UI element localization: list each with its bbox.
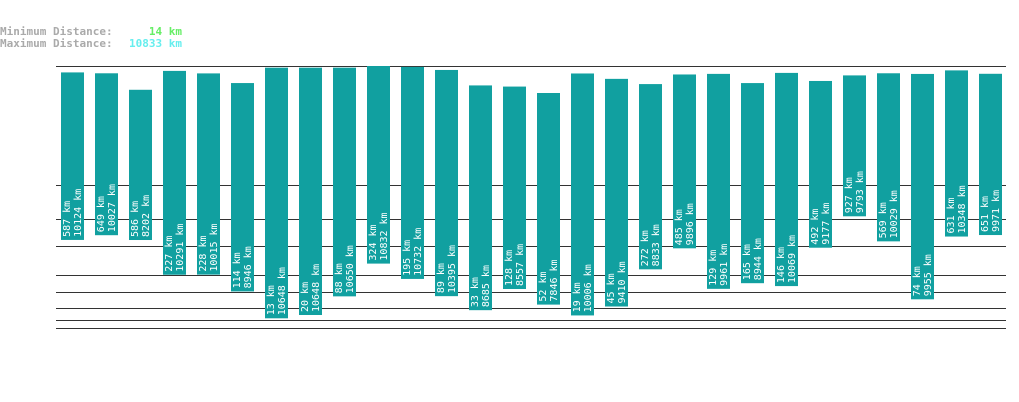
max-label: 10650 km (345, 245, 356, 293)
bar (299, 67, 322, 316)
bar (197, 73, 220, 275)
max-label: 10732 km (413, 228, 424, 276)
bar (61, 72, 84, 240)
bar (673, 74, 696, 249)
bar (639, 84, 662, 270)
min-label: 74 km (912, 266, 923, 296)
min-label: 19 km (572, 282, 583, 312)
max-label: 8944 km (753, 238, 764, 280)
bar (809, 80, 832, 248)
max-label: 9955 km (923, 254, 934, 296)
min-label: 492 km (810, 209, 821, 245)
bar (775, 72, 798, 287)
bar (333, 67, 356, 297)
min-label: 485 km (674, 209, 685, 245)
min-label: 927 km (844, 177, 855, 213)
max-label: 9961 km (719, 244, 730, 286)
max-label: 10648 km (277, 267, 288, 315)
min-label: 324 km (368, 224, 379, 260)
bar (571, 73, 594, 316)
bar (741, 83, 764, 284)
min-label: 587 km (62, 201, 73, 237)
max-label: 10029 km (889, 190, 900, 238)
max-label: 10027 km (107, 184, 118, 232)
bar (367, 66, 390, 264)
max-label: 9177 km (821, 203, 832, 245)
max-label: 9793 km (855, 171, 866, 213)
min-label: 651 km (980, 196, 991, 232)
max-label: 10015 km (209, 223, 220, 271)
max-label: 10069 km (787, 235, 798, 283)
bar (911, 73, 934, 300)
min-label: 146 km (776, 247, 787, 283)
max-label: 8557 km (515, 244, 526, 286)
bar (95, 73, 118, 236)
max-label: 10124 km (73, 189, 84, 237)
min-label: 165 km (742, 244, 753, 280)
bar (469, 85, 492, 311)
min-label: 195 km (402, 240, 413, 276)
bar (129, 89, 152, 241)
bar (979, 73, 1002, 236)
min-caption: Minimum Distance: (0, 25, 113, 38)
min-value: 14 km (149, 25, 182, 38)
min-label: 649 km (96, 196, 107, 232)
bar (605, 78, 628, 307)
max-label: 9896 km (685, 203, 696, 245)
min-label: 88 km (334, 263, 345, 293)
bar (945, 70, 968, 237)
min-label: 228 km (198, 235, 209, 271)
max-label: 8833 km (651, 224, 662, 266)
min-label: 586 km (130, 201, 141, 237)
max-label: 8202 km (141, 195, 152, 237)
bar (265, 67, 288, 319)
bar (843, 75, 866, 217)
max-caption: Maximum Distance: (0, 37, 113, 50)
min-label: 128 km (504, 250, 515, 286)
bar (537, 93, 560, 305)
min-label: 227 km (164, 236, 175, 272)
max-label: 8946 km (243, 246, 254, 288)
min-label: 569 km (878, 202, 889, 238)
min-label: 13 km (266, 285, 277, 315)
bar (231, 83, 254, 292)
max-label: 9971 km (991, 190, 1002, 232)
bar (163, 70, 186, 275)
bar (707, 73, 730, 289)
max-label: 10291 km (175, 224, 186, 272)
bar (401, 66, 424, 279)
max-label: 8685 km (481, 265, 492, 307)
bar (503, 86, 526, 290)
max-label: 10006 km (583, 264, 594, 312)
max-label: 7846 km (549, 259, 560, 301)
bar (435, 69, 458, 297)
min-label: 129 km (708, 250, 719, 286)
max-label: 10395 km (447, 245, 458, 293)
min-label: 52 km (538, 271, 549, 301)
max-label: 10348 km (957, 185, 968, 233)
min-label: 114 km (232, 252, 243, 288)
max-label: 10832 km (379, 212, 390, 260)
min-label: 272 km (640, 230, 651, 266)
bar (877, 73, 900, 242)
min-label: 20 km (300, 282, 311, 312)
max-value: 10833 km (129, 37, 182, 50)
min-label: 631 km (946, 197, 957, 233)
min-label: 33 km (470, 277, 481, 307)
min-label: 89 km (436, 263, 447, 293)
min-label: 45 km (606, 273, 617, 303)
max-label: 10648 km (311, 264, 322, 312)
max-label: 9410 km (617, 261, 628, 303)
